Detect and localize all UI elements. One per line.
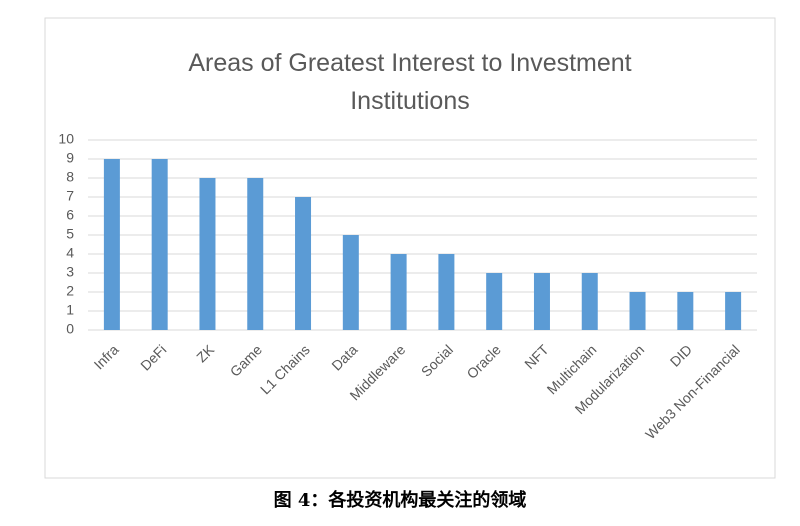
y-tick-label: 4: [66, 245, 74, 261]
y-tick-label: 8: [66, 169, 74, 185]
bar: [438, 254, 455, 330]
bar: [103, 159, 120, 330]
bar: [581, 273, 598, 330]
bar: [725, 292, 742, 330]
bar: [629, 292, 646, 330]
bar: [199, 178, 216, 330]
y-tick-label: 0: [66, 321, 74, 337]
bar: [486, 273, 503, 330]
bar: [677, 292, 694, 330]
y-tick-label: 7: [66, 188, 74, 204]
bar: [247, 178, 264, 330]
y-tick-label: 2: [66, 283, 74, 299]
bar: [533, 273, 550, 330]
y-tick-label: 10: [58, 131, 74, 147]
figure-caption: 图 4：各投资机构最关注的领域: [273, 490, 527, 511]
y-tick-label: 9: [66, 150, 74, 166]
y-tick-label: 5: [66, 226, 74, 242]
bar: [151, 159, 168, 330]
bar: [295, 197, 312, 330]
y-tick-label: 1: [66, 302, 74, 318]
bar: [390, 254, 407, 330]
chart-title: Areas of Greatest Interest to Investment…: [188, 49, 632, 115]
y-tick-label: 3: [66, 264, 74, 280]
y-tick-label: 6: [66, 207, 74, 223]
bar: [342, 235, 359, 330]
